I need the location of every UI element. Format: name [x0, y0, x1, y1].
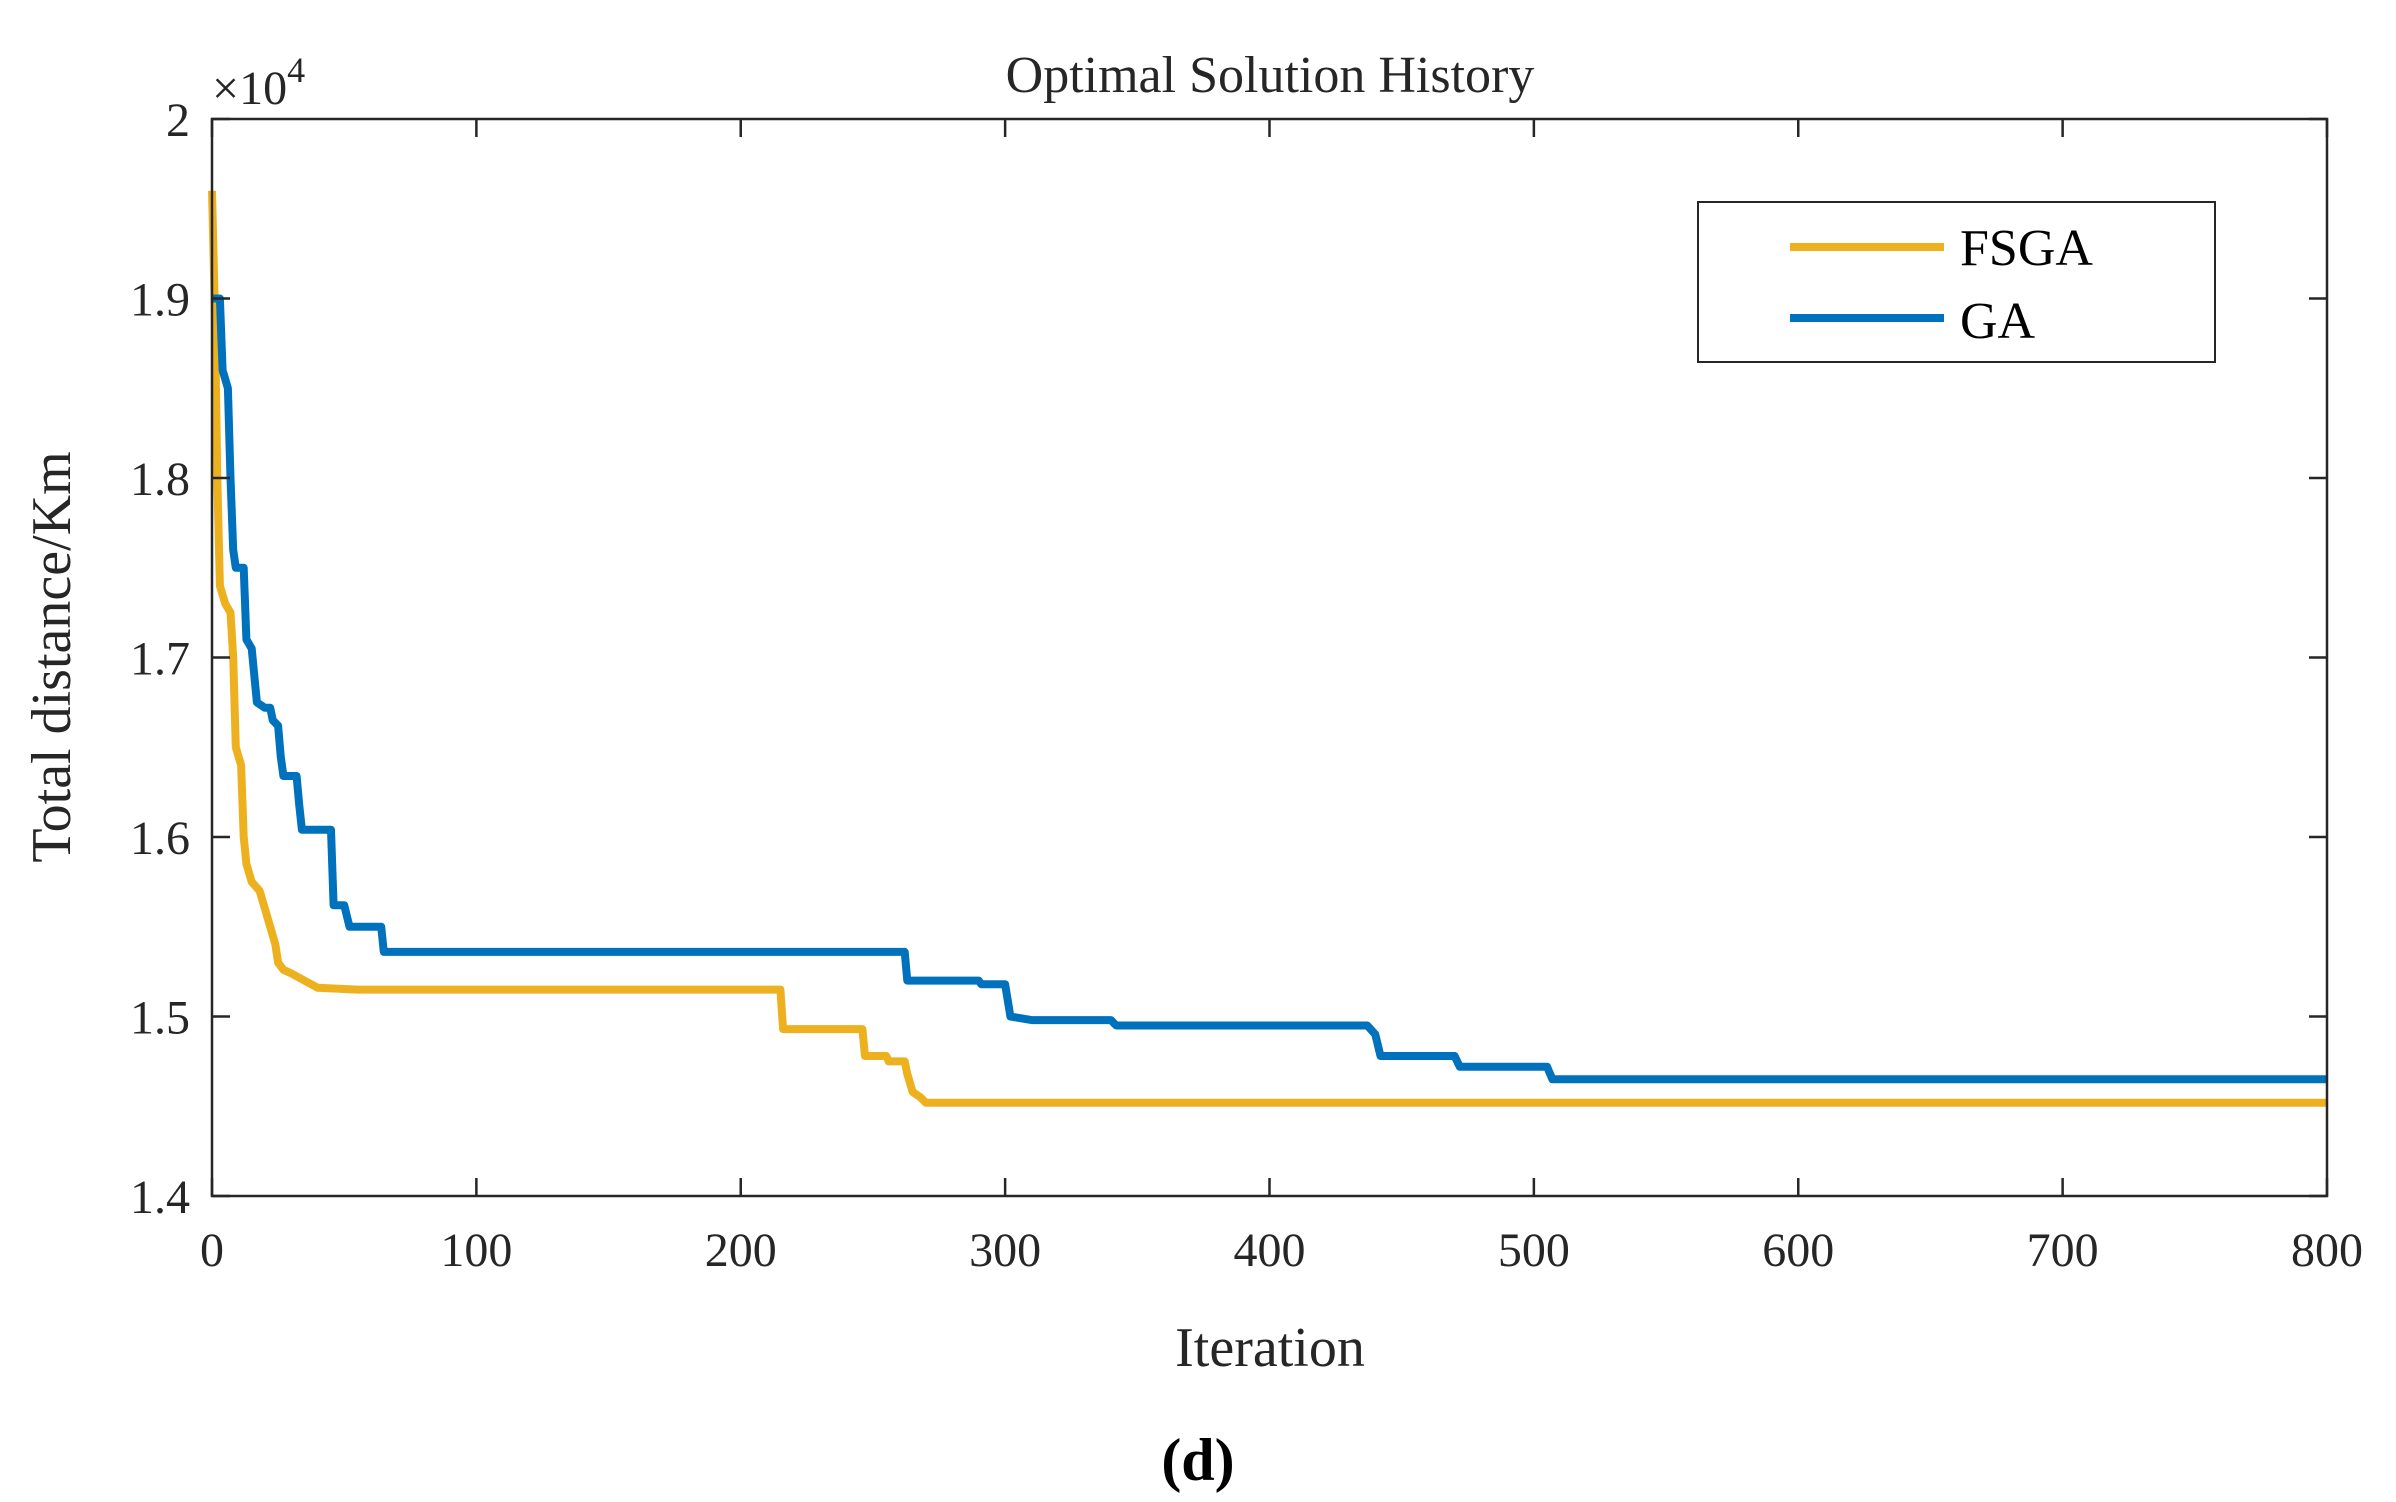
legend: FSGA GA	[1697, 201, 2216, 363]
y-tick-label: 2	[166, 94, 190, 147]
figure-caption: (d)	[1161, 1427, 1234, 1493]
y-tick-label: 1.9	[130, 274, 190, 327]
y-exponent-power: 4	[287, 50, 305, 90]
x-tick-label: 100	[440, 1224, 512, 1277]
y-exponent-label: ×104	[212, 50, 305, 115]
x-tick-label: 400	[1234, 1224, 1306, 1277]
x-tick-label: 300	[969, 1224, 1041, 1277]
x-tick-label: 700	[2027, 1224, 2099, 1277]
y-tick-label: 1.7	[130, 633, 190, 686]
y-tick-label: 1.6	[130, 812, 190, 865]
tick-layer: 0 100 200 300 400 500 600 700 800 1.4 1.5 1.6 1.7 1.8…	[130, 94, 2363, 1277]
x-tick-label: 500	[1498, 1224, 1570, 1277]
y-tick-label: 1.4	[130, 1171, 190, 1224]
x-tick-label: 200	[705, 1224, 777, 1277]
x-axis-label: Iteration	[1175, 1317, 1365, 1379]
series-layer	[208, 190, 2327, 1107]
chart-title: Optimal Solution History	[1006, 47, 1535, 104]
x-tick-label: 0	[200, 1224, 224, 1277]
y-tick-label: 1.5	[130, 992, 190, 1045]
legend-box	[1697, 201, 2216, 363]
legend-label-fsga: FSGA	[1960, 220, 2093, 277]
series-line-ga	[212, 294, 2327, 1084]
legend-label-ga: GA	[1960, 293, 2036, 350]
x-tick-label: 600	[1762, 1224, 1834, 1277]
y-tick-label: 1.8	[130, 453, 190, 506]
y-exponent-base: ×10	[212, 62, 287, 115]
x-tick-label: 800	[2291, 1224, 2363, 1277]
series-line-fsga	[208, 190, 2327, 1107]
y-axis-label: Total distance/Km	[21, 451, 83, 862]
